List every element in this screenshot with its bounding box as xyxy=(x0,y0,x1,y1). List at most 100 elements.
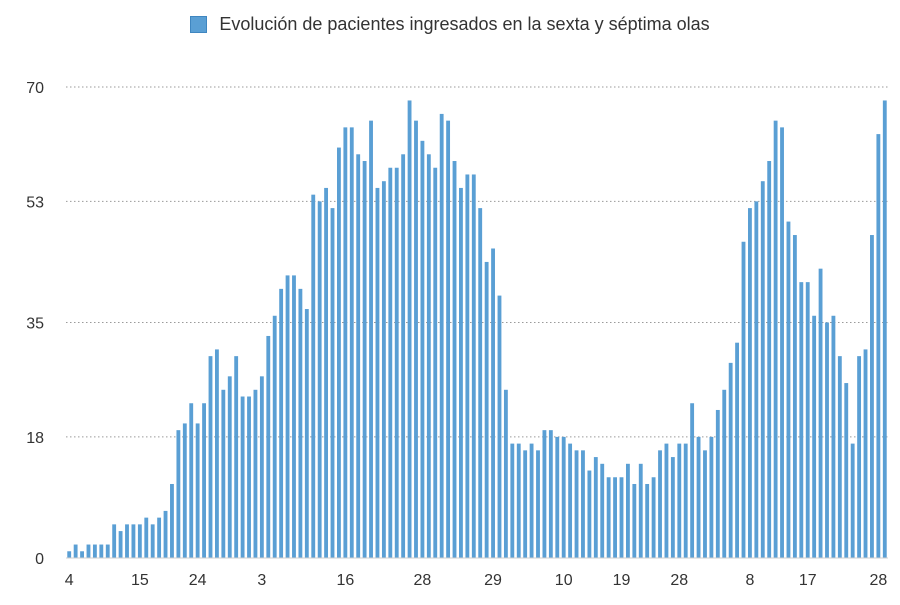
bar xyxy=(503,389,508,558)
bar xyxy=(279,288,284,558)
bar xyxy=(362,161,367,558)
bar xyxy=(709,436,714,558)
bar xyxy=(780,127,784,559)
x-tick-label: 28 xyxy=(869,572,887,589)
bar xyxy=(118,531,123,558)
bar xyxy=(600,463,605,558)
bar xyxy=(150,524,155,558)
bar xyxy=(523,450,528,558)
bar xyxy=(825,322,829,558)
bar xyxy=(330,208,335,559)
bar xyxy=(767,161,772,558)
bar xyxy=(426,154,431,559)
bar xyxy=(73,544,78,558)
bar xyxy=(221,389,226,558)
bar xyxy=(574,450,579,558)
bar xyxy=(581,450,585,558)
bar xyxy=(414,120,418,558)
bar xyxy=(182,423,187,558)
x-tick-label: 15 xyxy=(131,572,149,589)
bar xyxy=(337,147,341,558)
bar xyxy=(645,483,650,558)
bar xyxy=(786,221,791,558)
bar xyxy=(375,187,380,558)
bar xyxy=(292,275,296,558)
bar xyxy=(446,120,451,558)
bar xyxy=(433,167,438,559)
bar xyxy=(516,443,521,558)
bar xyxy=(163,510,168,558)
bar xyxy=(266,335,271,558)
bar xyxy=(715,409,720,558)
bar xyxy=(420,140,425,558)
bar xyxy=(638,463,643,558)
bar xyxy=(285,275,290,558)
bar xyxy=(619,477,624,558)
legend-label: Evolución de pacientes ingresados en la … xyxy=(219,14,710,34)
bar xyxy=(324,187,329,558)
bar xyxy=(696,436,701,558)
x-tick-label: 24 xyxy=(189,572,207,589)
bar xyxy=(722,389,727,558)
bar xyxy=(131,524,136,558)
bar xyxy=(837,356,842,558)
x-tick-label: 8 xyxy=(745,572,754,589)
bar xyxy=(381,181,386,558)
bar xyxy=(728,362,733,558)
bar xyxy=(735,342,740,558)
bar xyxy=(259,376,264,558)
bar xyxy=(491,248,495,559)
bar xyxy=(189,403,194,558)
bar xyxy=(773,120,778,558)
bar xyxy=(690,403,695,558)
bar xyxy=(754,201,759,558)
y-tick-label: 53 xyxy=(26,194,44,211)
bar xyxy=(80,551,84,558)
bar xyxy=(741,241,746,558)
bar xyxy=(170,483,174,558)
bar xyxy=(664,443,669,558)
bar xyxy=(593,457,598,558)
bar xyxy=(356,154,361,559)
bar xyxy=(632,483,637,558)
bar xyxy=(812,315,817,558)
x-tick-label: 4 xyxy=(65,572,74,589)
bar xyxy=(343,127,348,559)
bar xyxy=(529,443,534,558)
bar xyxy=(195,423,200,558)
x-tick-label: 16 xyxy=(336,572,354,589)
bar xyxy=(452,161,457,558)
bar xyxy=(510,443,515,558)
bar xyxy=(882,100,887,559)
y-tick-label: 0 xyxy=(35,551,44,568)
x-tick-label: 19 xyxy=(613,572,631,589)
bar xyxy=(561,436,566,558)
bar xyxy=(67,551,72,558)
bar xyxy=(253,389,258,558)
bar xyxy=(317,201,322,558)
bar xyxy=(658,450,662,558)
bar xyxy=(760,181,765,558)
bar xyxy=(240,396,245,558)
y-tick-label: 35 xyxy=(26,316,44,333)
bar xyxy=(876,134,881,558)
bar xyxy=(548,430,553,558)
bar xyxy=(792,235,797,558)
bar xyxy=(176,430,181,558)
bar xyxy=(536,450,540,558)
bar xyxy=(748,208,752,559)
bar xyxy=(542,430,547,558)
bar xyxy=(105,544,110,558)
bar xyxy=(227,376,232,558)
bar xyxy=(831,315,836,558)
y-tick-label: 70 xyxy=(26,80,44,97)
bar xyxy=(137,524,142,558)
bar xyxy=(625,463,630,558)
bar xyxy=(484,261,489,558)
bar xyxy=(394,167,399,559)
bar xyxy=(497,295,502,558)
bar xyxy=(99,544,104,558)
bar xyxy=(857,356,862,558)
